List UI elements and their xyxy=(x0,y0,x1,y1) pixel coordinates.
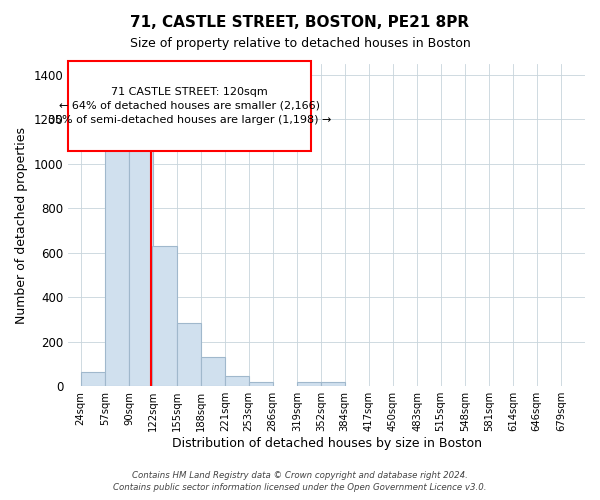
X-axis label: Distribution of detached houses by size in Boston: Distribution of detached houses by size … xyxy=(172,437,482,450)
Bar xyxy=(80,372,105,386)
Bar xyxy=(297,382,321,386)
Bar xyxy=(105,148,129,386)
Y-axis label: Number of detached properties: Number of detached properties xyxy=(15,126,28,324)
Text: 71 CASTLE STREET: 120sqm
← 64% of detached houses are smaller (2,166)
35% of sem: 71 CASTLE STREET: 120sqm ← 64% of detach… xyxy=(48,87,331,125)
FancyBboxPatch shape xyxy=(68,60,311,151)
Text: Contains HM Land Registry data © Crown copyright and database right 2024.
Contai: Contains HM Land Registry data © Crown c… xyxy=(113,471,487,492)
Bar xyxy=(248,382,273,386)
Bar xyxy=(201,358,225,386)
Bar xyxy=(225,376,249,386)
Text: Size of property relative to detached houses in Boston: Size of property relative to detached ho… xyxy=(130,38,470,51)
Bar xyxy=(152,246,176,386)
Text: 71, CASTLE STREET, BOSTON, PE21 8PR: 71, CASTLE STREET, BOSTON, PE21 8PR xyxy=(130,15,470,30)
Bar xyxy=(321,382,345,386)
Bar xyxy=(129,128,153,386)
Bar xyxy=(176,323,201,386)
